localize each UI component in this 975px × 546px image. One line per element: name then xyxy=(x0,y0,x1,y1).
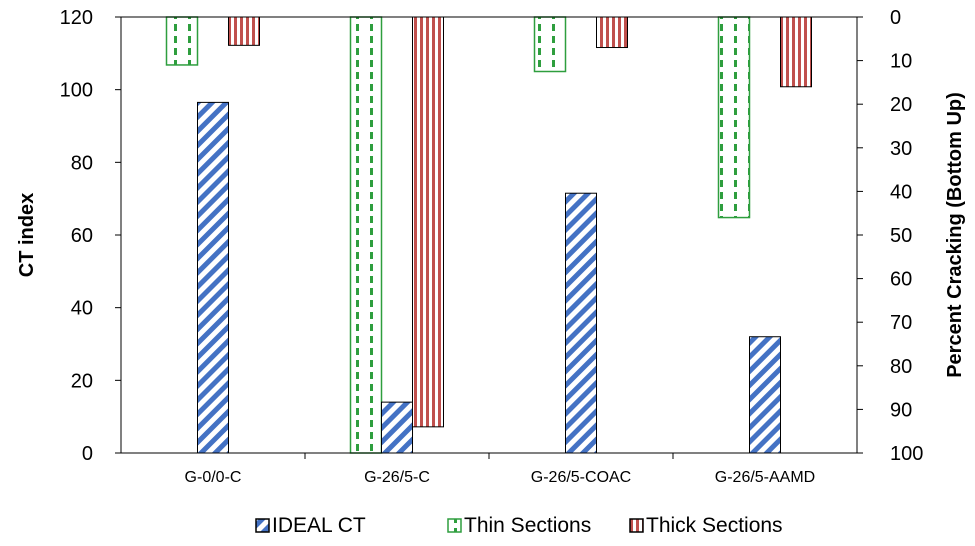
right-tick-label: 60 xyxy=(890,269,912,291)
legend-item-thick-sections: Thick Sections xyxy=(629,514,783,537)
bar-thin-sections-g-26-5-coac xyxy=(533,16,567,73)
legend-label-ideal-ct: IDEAL CT xyxy=(272,514,366,537)
bar-thick-sections-g-26-5-c xyxy=(412,16,444,428)
right-tick-label: 10 xyxy=(890,51,912,73)
category-labels: G-0/0-C G-26/5-C G-26/5-COAC G-26/5-AAMD xyxy=(185,453,815,486)
legend: IDEAL CT Thin Sections Thick Sections xyxy=(255,514,783,537)
legend-item-thin-sections: Thin Sections xyxy=(447,514,591,537)
bar-ideal-ct-g-0-0-c xyxy=(197,101,229,454)
legend-swatch-ideal-ct xyxy=(255,518,270,533)
bar-thick-sections-g-26-5-aamd xyxy=(780,16,812,88)
bar-ideal-ct-g-26-5-c xyxy=(381,401,413,454)
right-tick-label: 40 xyxy=(890,181,912,203)
right-tick-label: 100 xyxy=(890,443,923,465)
legend-label-thick-sections: Thick Sections xyxy=(646,514,783,537)
right-tick-label: 90 xyxy=(890,399,912,421)
left-tick-label: 20 xyxy=(71,370,93,392)
bars-layer xyxy=(165,16,812,454)
left-tick-label: 100 xyxy=(60,80,93,102)
category-label: G-26/5-COAC xyxy=(531,469,631,486)
bar-ideal-ct-g-26-5-coac xyxy=(565,192,597,454)
left-tick-label: 40 xyxy=(71,298,93,320)
right-tick-label: 0 xyxy=(890,7,901,29)
left-tick-label: 120 xyxy=(60,7,93,29)
y2-axis-title: Percent Cracking (Bottom Up) xyxy=(944,92,966,378)
bar-thin-sections-g-26-5-c xyxy=(349,16,383,454)
left-tick-label: 80 xyxy=(71,152,93,174)
legend-label-thin-sections: Thin Sections xyxy=(464,514,591,537)
category-label: G-26/5-AAMD xyxy=(715,469,815,486)
left-tick-label: 0 xyxy=(82,443,93,465)
right-tick-label: 50 xyxy=(890,225,912,247)
bar-thick-sections-g-0-0-c xyxy=(228,16,260,46)
category-label: G-26/5-C xyxy=(364,469,430,486)
right-axis-ticks: 0 10 20 30 40 50 60 70 80 90 100 xyxy=(857,7,923,465)
left-axis-ticks: 0 20 40 60 80 100 120 xyxy=(60,7,121,465)
right-tick-label: 70 xyxy=(890,312,912,334)
legend-item-ideal-ct: IDEAL CT xyxy=(255,514,366,537)
right-tick-label: 30 xyxy=(890,138,912,160)
legend-swatch-thin-sections xyxy=(447,518,462,533)
category-label: G-0/0-C xyxy=(185,469,242,486)
legend-swatch-thick-sections xyxy=(629,518,644,533)
bar-thin-sections-g-0-0-c xyxy=(165,16,199,66)
right-tick-label: 80 xyxy=(890,356,912,378)
bar-ideal-ct-g-26-5-aamd xyxy=(749,336,781,454)
right-tick-label: 20 xyxy=(890,94,912,116)
bar-thick-sections-g-26-5-coac xyxy=(596,16,628,49)
left-tick-label: 60 xyxy=(71,225,93,247)
bar-thin-sections-g-26-5-aamd xyxy=(717,16,751,219)
y-axis-title: CT index xyxy=(16,193,38,277)
